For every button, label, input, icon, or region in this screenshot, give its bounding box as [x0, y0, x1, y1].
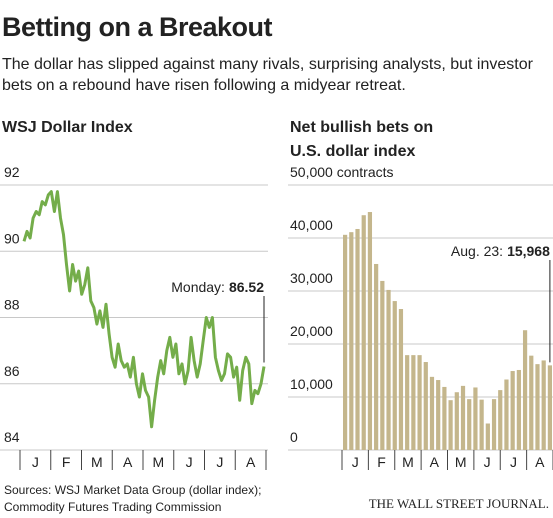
bar: [547, 365, 552, 450]
bar: [349, 232, 354, 450]
bar: [516, 369, 521, 450]
bar: [417, 355, 422, 450]
bar: [473, 387, 478, 450]
bar: [436, 380, 441, 450]
y-tick-label: 20,000: [290, 323, 333, 339]
y-tick-label: 50,000 contracts: [290, 164, 394, 180]
bar: [429, 376, 435, 450]
x-tick-label: A: [123, 454, 133, 470]
x-tick-label: J: [216, 454, 223, 470]
bar: [405, 355, 410, 450]
x-tick-label: M: [455, 454, 467, 470]
y-tick-label: 84: [4, 429, 20, 445]
bar: [498, 390, 503, 450]
y-tick-label: 0: [290, 429, 298, 445]
bar: [535, 364, 540, 450]
bar: [380, 280, 385, 450]
bar: [398, 309, 404, 450]
line: [22, 190, 266, 429]
x-tick-label: J: [32, 454, 39, 470]
x-tick-label: F: [62, 454, 71, 470]
x-tick-label: M: [153, 454, 165, 470]
x-tick-label: F: [377, 454, 386, 470]
x-tick-label: A: [535, 454, 545, 470]
credit: THE WALL STREET JOURNAL.: [369, 496, 549, 511]
source: Commodity Futures Trading Commission: [4, 500, 221, 514]
chart-title: WSJ Dollar Index: [2, 119, 133, 136]
bar: [374, 263, 379, 450]
value-label: 15,968: [507, 243, 550, 259]
bar: [448, 400, 453, 450]
bar: [392, 301, 397, 450]
annotation-label: Aug. 23:: [451, 243, 503, 259]
x-tick-label: M: [91, 454, 103, 470]
source: Sources: WSJ Market Data Group (dollar i…: [4, 483, 261, 497]
x-tick-label: A: [246, 454, 256, 470]
bar: [454, 392, 459, 450]
title: Betting on a Breakout: [2, 12, 273, 42]
bar: [510, 371, 515, 450]
y-tick-label: 88: [4, 297, 20, 313]
bar: [411, 355, 416, 450]
x-tick-label: J: [352, 454, 359, 470]
x-tick-label: A: [430, 454, 440, 470]
y-tick-label: 40,000: [290, 217, 333, 233]
bar: [491, 399, 497, 450]
y-tick-label: 30,000: [290, 270, 333, 286]
bar: [485, 423, 490, 450]
bar: [467, 399, 472, 450]
bar: [529, 355, 534, 450]
y-tick-label: 10,000: [290, 376, 333, 392]
annotation: Monday: 86.52: [171, 279, 264, 295]
x-tick-label: J: [484, 454, 491, 470]
bar: [504, 379, 509, 450]
bar: [343, 234, 348, 450]
bar: [541, 360, 546, 450]
chart-title: Net bullish bets on U.S. dollar index: [290, 119, 434, 160]
bar: [386, 289, 391, 450]
annotation-value: 86.52: [229, 279, 264, 295]
bar: [460, 385, 466, 450]
bar: [355, 228, 360, 450]
x-tick-label: J: [510, 454, 517, 470]
bar: [442, 386, 447, 450]
subtitle: The dollar has slipped against many riva…: [2, 56, 533, 94]
bar: [423, 362, 428, 450]
bar: [522, 330, 528, 450]
y-tick-label: 90: [4, 230, 20, 246]
x-tick-label: J: [186, 454, 193, 470]
bar: [361, 215, 366, 450]
annotation: Aug. 23: 15,968: [451, 243, 550, 259]
y-tick-label: 86: [4, 363, 20, 379]
annotation-label: Monday:: [171, 279, 225, 295]
bar: [479, 399, 484, 450]
x-tick-label: M: [402, 454, 414, 470]
bar: [367, 212, 373, 450]
y-tick-label: 92: [4, 164, 20, 180]
